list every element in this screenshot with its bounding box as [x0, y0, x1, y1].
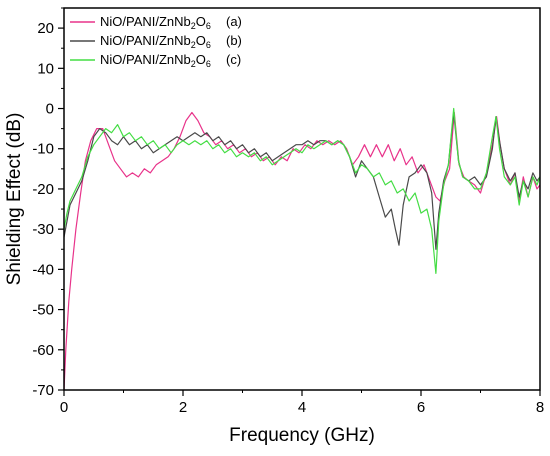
y-tick-label: -70 — [32, 382, 54, 399]
series-layer — [63, 107, 541, 391]
y-tick-label: -60 — [32, 342, 54, 359]
x-tick-label: 6 — [417, 399, 425, 416]
x-axis-title: Frequency (GHz) — [229, 425, 375, 446]
y-axis-title: Shielding Effect (dB) — [4, 113, 25, 286]
y-tick-label: -30 — [32, 221, 54, 238]
legend-entry-tag: (b) — [226, 33, 242, 48]
x-tick-label: 0 — [60, 399, 68, 416]
series-line-b — [63, 111, 541, 250]
legend-entry-label: NiO/PANI/ZnNb2O6 — [100, 14, 211, 31]
ticks-layer: 0 2 4 6 8 -70 -60 -50 -40 -30 -20 -10 0 10 20 — [32, 7, 544, 416]
y-tick-label: -40 — [32, 261, 54, 278]
series-line-a — [63, 111, 541, 391]
y-tick-label: -50 — [32, 302, 54, 319]
y-tick-label: 20 — [37, 20, 54, 37]
legend-entry-tag: (a) — [226, 14, 242, 29]
y-tick-label: -10 — [32, 141, 54, 158]
x-tick-label: 4 — [298, 399, 306, 416]
legend-entry-label: NiO/PANI/ZnNb2O6 — [100, 52, 211, 69]
x-tick-label: 2 — [179, 399, 187, 416]
y-tick-label: 10 — [37, 60, 54, 77]
legend: NiO/PANI/ZnNb2O6 (a) NiO/PANI/ZnNb2O6 (b) Ni… — [70, 14, 242, 69]
x-tick-label: 8 — [536, 399, 544, 416]
series-line-c — [63, 107, 541, 274]
y-tick-label: 0 — [46, 101, 54, 118]
legend-entry-tag: (c) — [226, 52, 241, 67]
legend-entry-label: NiO/PANI/ZnNb2O6 — [100, 33, 211, 50]
y-tick-label: -20 — [32, 181, 54, 198]
